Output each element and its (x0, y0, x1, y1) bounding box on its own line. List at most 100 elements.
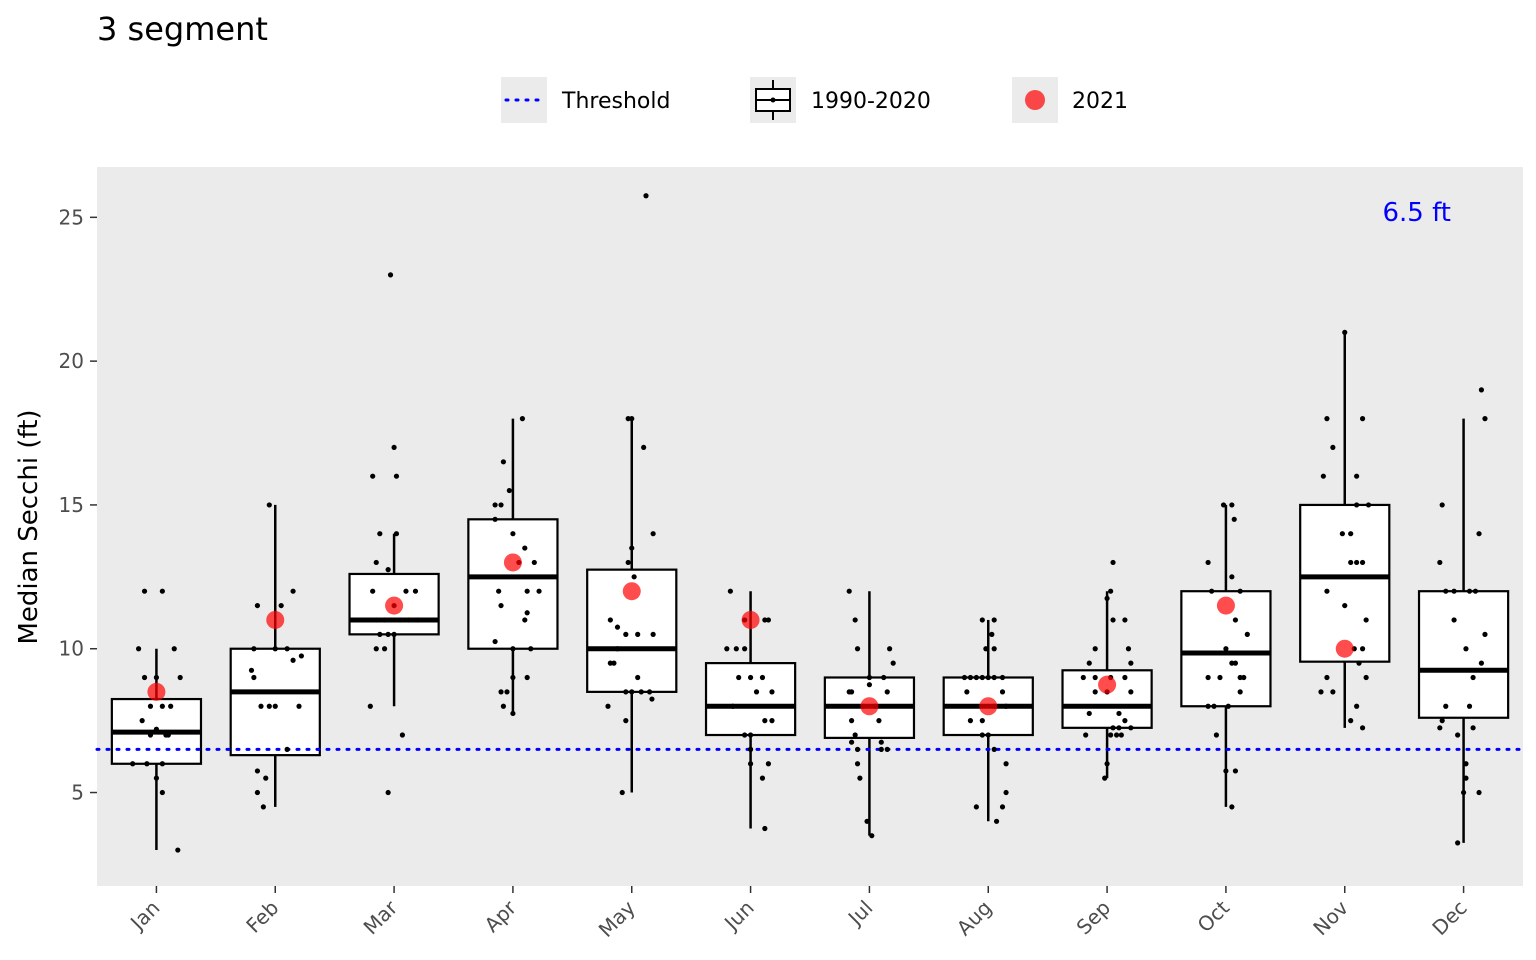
point-apr-5 (492, 516, 498, 522)
point-oct-17 (1211, 703, 1217, 709)
point-oct-14 (1237, 674, 1243, 681)
point-dec-12 (1463, 646, 1469, 652)
point-jan-7 (147, 703, 154, 709)
point-jul-7 (866, 682, 873, 688)
point-feb-19 (260, 804, 266, 810)
point-aug-12 (964, 689, 970, 695)
point-feb-10 (251, 674, 257, 681)
point-nov-13 (1348, 559, 1354, 566)
point-may-12 (650, 631, 656, 637)
point-mar-12 (373, 617, 379, 623)
current-may (622, 582, 641, 601)
point-sep-18 (1122, 718, 1128, 724)
point-may-5 (629, 545, 635, 551)
x-axis: Jan Feb Mar Apr May Jun Jul Aug Sep Oct Nov Dec (124, 886, 1472, 942)
current-oct (1216, 596, 1235, 615)
point-jan-6 (177, 674, 183, 681)
point-may-10 (623, 631, 629, 637)
point-jul-22 (857, 775, 863, 781)
point-nov-1 (1324, 416, 1330, 422)
point-sep-0 (1110, 559, 1116, 566)
point-may-17 (623, 689, 629, 695)
point-jun-5 (733, 646, 739, 652)
point-jul-20 (884, 746, 890, 752)
point-feb-11 (258, 703, 264, 709)
point-aug-19 (991, 746, 997, 752)
point-dec-8 (1466, 588, 1473, 594)
x-tick-label-jun: Jun (718, 896, 758, 936)
point-feb-15 (284, 746, 290, 752)
point-jan-5 (153, 674, 160, 681)
point-dec-11 (1478, 660, 1485, 666)
point-jul-16 (878, 739, 884, 745)
point-nov-12 (1359, 559, 1366, 566)
point-jan-8 (159, 703, 165, 709)
point-oct-1 (1229, 502, 1235, 508)
point-dec-2 (1439, 502, 1445, 508)
point-nov-21 (1318, 689, 1324, 695)
point-aug-15 (1003, 703, 1009, 709)
point-apr-21 (510, 674, 516, 681)
point-nov-15 (1359, 646, 1366, 652)
legend-threshold-label: Threshold (561, 89, 670, 114)
point-apr-17 (510, 646, 516, 652)
point-feb-16 (254, 768, 261, 774)
point-may-2 (625, 416, 631, 422)
point-dec-1 (1482, 416, 1488, 422)
legend-box-point (770, 97, 776, 103)
point-jan-3 (171, 646, 177, 652)
point-jun-9 (759, 674, 766, 681)
point-nov-6 (1354, 502, 1360, 508)
point-dec-10 (1451, 617, 1457, 623)
point-mar-6 (393, 531, 400, 537)
point-jan-19 (159, 789, 165, 796)
point-nov-11 (1354, 559, 1360, 566)
point-dec-6 (1443, 588, 1449, 594)
point-mar-14 (397, 617, 403, 623)
point-apr-12 (496, 588, 502, 594)
point-dec-21 (1463, 775, 1469, 781)
point-apr-15 (522, 617, 528, 623)
point-feb-5 (272, 646, 278, 652)
point-aug-17 (967, 718, 974, 724)
point-nov-7 (1365, 502, 1372, 508)
point-mar-17 (377, 631, 383, 637)
y-axis: 5 10 15 20 25 (59, 205, 97, 805)
point-jun-12 (730, 703, 736, 709)
point-dec-18 (1455, 732, 1461, 738)
point-oct-19 (1225, 703, 1231, 709)
point-jun-19 (765, 761, 772, 767)
point-aug-11 (999, 674, 1006, 681)
point-oct-21 (1232, 768, 1239, 774)
point-jul-13 (848, 718, 855, 724)
point-may-23 (623, 718, 629, 724)
point-jan-2 (135, 646, 142, 652)
point-may-7 (631, 574, 637, 580)
point-feb-18 (254, 789, 261, 796)
point-nov-22 (1330, 689, 1336, 695)
point-nov-23 (1354, 703, 1360, 709)
point-jun-20 (759, 775, 766, 781)
point-sep-3 (1092, 646, 1098, 652)
point-oct-11 (1232, 660, 1239, 666)
point-dec-22 (1460, 789, 1467, 796)
x-tick-label-apr: Apr (480, 895, 522, 937)
point-apr-20 (504, 689, 510, 695)
point-oct-6 (1209, 588, 1215, 594)
point-jan-13 (147, 732, 154, 738)
point-jul-23 (864, 818, 870, 824)
point-aug-7 (973, 674, 979, 681)
point-jul-9 (848, 689, 855, 695)
point-jan-1 (159, 588, 165, 594)
point-mar-9 (403, 588, 409, 594)
point-apr-14 (498, 602, 504, 609)
point-jul-0 (846, 588, 852, 594)
point-mar-13 (381, 617, 388, 623)
y-tick-label-10: 10 (59, 637, 84, 661)
point-jun-7 (736, 674, 742, 681)
jitter-points (130, 193, 1488, 853)
point-jun-16 (747, 732, 754, 738)
point-jan-11 (153, 726, 160, 732)
point-aug-2 (989, 631, 995, 637)
point-dec-23 (1476, 789, 1482, 796)
